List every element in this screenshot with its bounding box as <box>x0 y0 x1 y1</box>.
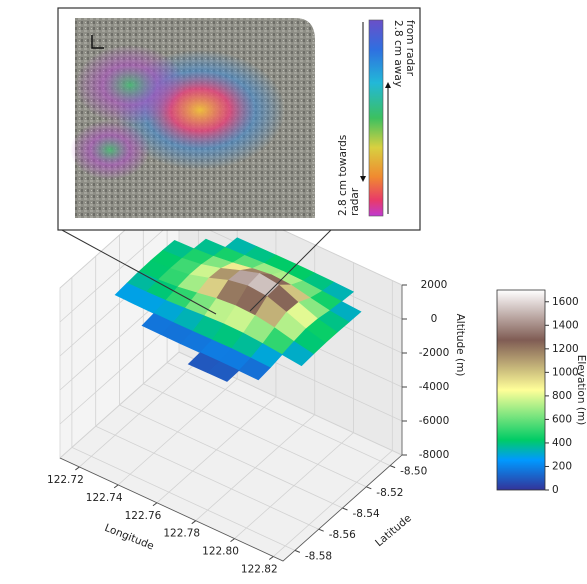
colorbar-tick-label: 1400 <box>552 319 579 331</box>
y-tick-label: -8.52 <box>376 487 403 499</box>
colorbar-tick-label: 200 <box>552 460 572 472</box>
tick-mark <box>152 502 158 507</box>
z-tick-label: -2000 <box>419 347 450 359</box>
colorbar-tick-label: 1000 <box>552 366 579 378</box>
tick-mark <box>269 556 274 560</box>
z-tick-label: -6000 <box>419 415 450 427</box>
colorbar: 0 200 400 600 800 1000 1200 1400 1600 Elevation (… <box>496 289 587 496</box>
surface <box>114 237 362 382</box>
surface-cell <box>281 341 314 367</box>
tick-mark <box>366 486 372 490</box>
tick-mark <box>191 520 197 525</box>
connector-line <box>249 228 333 312</box>
tick-mark <box>318 528 324 532</box>
tick-mark <box>294 549 301 553</box>
colorbar-tick-label: 1200 <box>552 343 579 355</box>
insar-fringe <box>75 45 185 125</box>
inset: 2.8 cm away from radar 2.8 cm towards ra… <box>57 7 421 315</box>
axis-line <box>59 454 403 562</box>
colorbar-tick-label: 600 <box>552 413 572 425</box>
insar-fringe <box>70 120 150 180</box>
colorbar-gradient <box>496 289 546 491</box>
z-tick-label: 2000 <box>421 279 448 291</box>
colorbar-tick-label: 1600 <box>552 296 579 308</box>
colorbar-tick-label: 400 <box>552 437 572 449</box>
x-tick-label: 122.72 <box>47 474 84 486</box>
connector-line <box>59 228 217 315</box>
colorbar-tick-label: 800 <box>552 390 572 402</box>
y-tick-label: -8.54 <box>353 508 380 520</box>
y-tick-label: -8.56 <box>329 529 356 541</box>
inset-towards-label: radar <box>349 187 361 216</box>
surface-cell <box>207 361 240 382</box>
tick-mark <box>75 466 80 471</box>
z-axis-label: Altitude (m) <box>454 314 466 377</box>
inset-away-label: 2.8 cm away <box>392 20 404 87</box>
x-tick-label: 122.80 <box>202 546 239 558</box>
x-tick-label: 122.82 <box>241 564 278 576</box>
surface-cell <box>238 357 271 381</box>
x-axis-label: Longitude <box>103 522 156 553</box>
colorbar-tick-label: 0 <box>552 484 559 496</box>
z-tick-label: 0 <box>431 313 438 325</box>
y-tick-label: -8.58 <box>305 550 332 562</box>
x-tick-label: 122.74 <box>86 492 123 504</box>
tick-mark <box>389 465 396 469</box>
tick-mark <box>113 484 119 489</box>
arrow-head <box>360 176 366 182</box>
north-arrow <box>91 35 104 49</box>
x-tick-label: 122.76 <box>125 510 162 522</box>
grid-line <box>59 351 403 459</box>
colorbar-label: Elevation (m) <box>575 355 587 426</box>
inset-towards-label: 2.8 cm towards <box>337 135 349 216</box>
z-tick-label: -4000 <box>419 381 450 393</box>
z-tick-label: -8000 <box>419 449 450 461</box>
tick-mark <box>230 538 235 543</box>
x-tick-label: 122.78 <box>163 528 200 540</box>
tick-mark <box>342 507 348 511</box>
arrow-head <box>385 82 391 88</box>
y-tick-label: -8.50 <box>400 466 427 478</box>
inset-away-label: from radar <box>404 20 416 77</box>
inset-colorbar <box>368 19 384 217</box>
